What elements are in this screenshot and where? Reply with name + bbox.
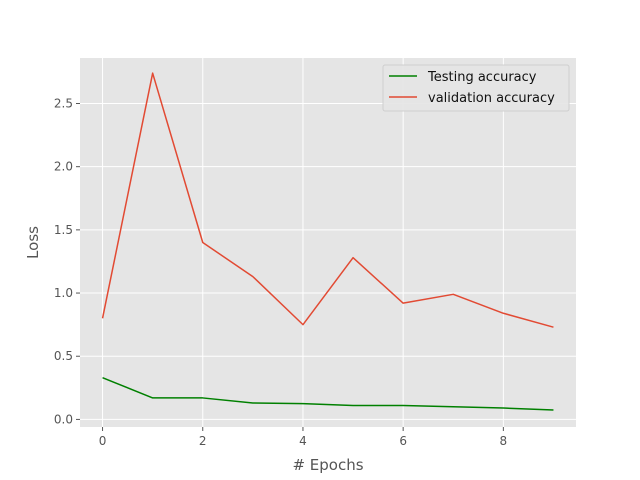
y-axis-ticks: 0.0 0.5 1.0 1.5 2.0 2.5 bbox=[54, 96, 80, 426]
y-tick-label: 1.5 bbox=[54, 223, 73, 237]
y-tick-label: 0.5 bbox=[54, 349, 73, 363]
x-tick-label: 4 bbox=[299, 434, 307, 448]
x-tick-label: 0 bbox=[99, 434, 107, 448]
series-line-0 bbox=[102, 377, 554, 411]
series-line-1 bbox=[101, 72, 554, 328]
series-lines bbox=[101, 72, 554, 411]
x-tick-label: 6 bbox=[399, 434, 407, 448]
plot-area bbox=[80, 58, 576, 427]
legend-label: validation accuracy bbox=[428, 91, 555, 106]
x-axis-ticks: 0 2 4 6 8 bbox=[99, 427, 507, 448]
legend: Testing accuracy validation accuracy bbox=[382, 64, 570, 112]
x-axis-label: # Epochs bbox=[292, 456, 363, 474]
y-tick-label: 1.0 bbox=[54, 286, 73, 300]
y-tick-label: 0.0 bbox=[54, 412, 73, 426]
x-tick-label: 8 bbox=[500, 434, 508, 448]
legend-label: Testing accuracy bbox=[427, 70, 537, 85]
y-axis-label: Loss bbox=[24, 226, 42, 259]
legend-box bbox=[382, 64, 570, 112]
y-tick-label: 2.0 bbox=[54, 160, 73, 174]
grid-lines bbox=[80, 58, 576, 427]
y-tick-label: 2.5 bbox=[54, 96, 73, 110]
x-tick-label: 2 bbox=[199, 434, 207, 448]
